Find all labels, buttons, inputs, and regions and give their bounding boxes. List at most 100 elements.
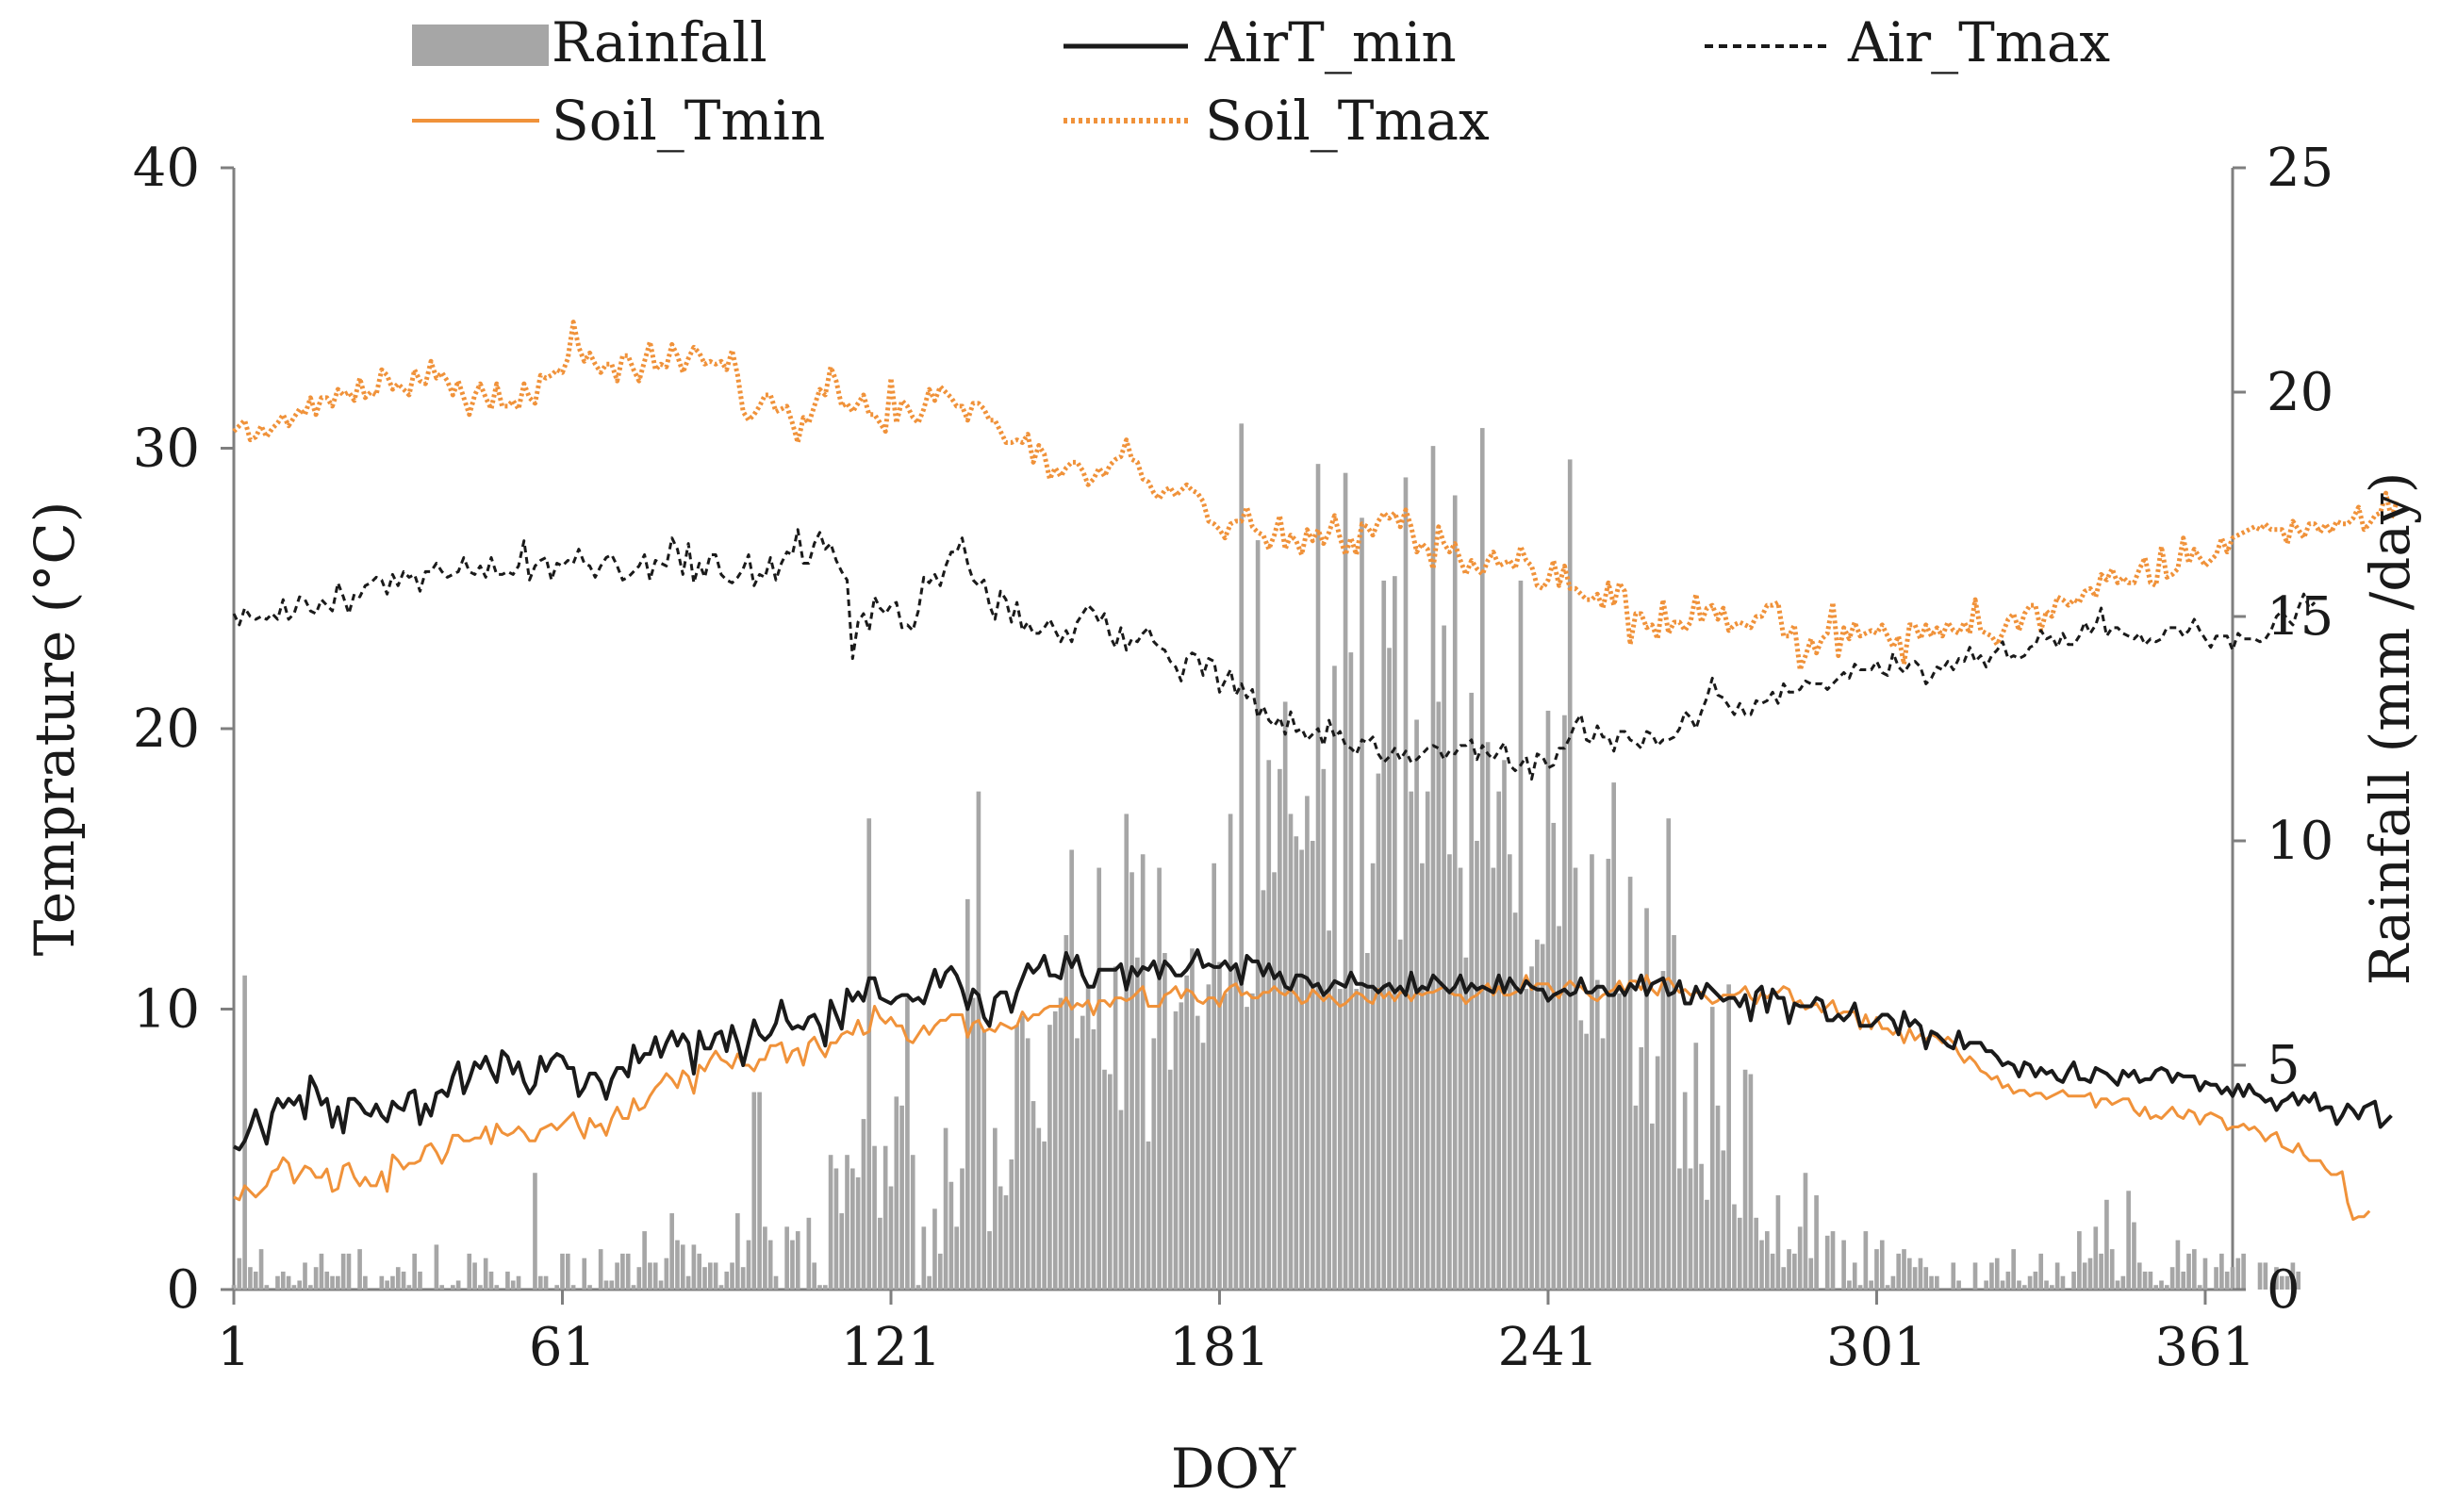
rainfall-bar: [1163, 953, 1167, 1290]
y-left-tick-label: 0: [166, 1259, 200, 1321]
rainfall-bar: [385, 1280, 389, 1290]
rainfall-bar: [363, 1275, 368, 1290]
rainfall-bar: [615, 1262, 619, 1290]
rainfall-bar: [2296, 1271, 2301, 1290]
rainfall-bar: [1288, 814, 1294, 1290]
x-tick-label: 121: [841, 1317, 942, 1378]
rainfall-bar: [636, 1267, 642, 1290]
rainfall-bar: [620, 1253, 625, 1290]
rainfall-bar: [1551, 822, 1557, 1290]
rainfall-bar: [2148, 1271, 2153, 1290]
rainfall-bar: [1310, 841, 1315, 1290]
rainfall-bar: [2197, 1285, 2202, 1290]
rainfall-bar: [1014, 1025, 1019, 1290]
rainfall-bar: [1376, 773, 1381, 1290]
rainfall-bar: [1020, 1015, 1025, 1290]
rainfall-bar: [1337, 989, 1343, 1290]
rainfall-bar: [516, 1275, 521, 1290]
rainfall-bar: [1113, 966, 1118, 1290]
rainfall-bars: [231, 423, 2301, 1290]
rainfall-bar: [1869, 1280, 1873, 1290]
rainfall-bar: [1360, 518, 1364, 1290]
rainfall-bar: [543, 1275, 549, 1290]
rainfall-bar: [1025, 1038, 1031, 1290]
rainfall-bar: [927, 1275, 932, 1290]
rainfall-bar: [291, 1285, 297, 1290]
rainfall-bar: [1688, 1168, 1693, 1290]
rainfall-bar: [751, 1092, 757, 1290]
x-tick-label: 1: [217, 1317, 251, 1378]
rainfall-bar: [2077, 1231, 2082, 1290]
rainfall-bar: [1200, 1043, 1206, 1290]
rainfall-bar: [1764, 1231, 1770, 1290]
rainfall-bar: [1693, 1043, 1699, 1290]
rainfall-bar: [537, 1275, 543, 1290]
rainfall-bar: [1036, 1127, 1042, 1290]
rainfall-bar: [773, 1275, 779, 1290]
x-tick-label: 61: [529, 1317, 596, 1378]
rainfall-bar: [1387, 648, 1392, 1290]
rainfall-bar: [483, 1257, 488, 1290]
rainfall-bar: [735, 1213, 740, 1290]
rainfall-bar: [1354, 989, 1360, 1290]
rainfall-bar: [1600, 1038, 1606, 1290]
rainfall-bar: [488, 1271, 494, 1290]
rainfall-bar: [1857, 1285, 1863, 1290]
rainfall-bar: [1890, 1275, 1896, 1290]
rainfall-bar: [702, 1267, 707, 1290]
rainfall-bar: [954, 1226, 960, 1290]
rainfall-bar: [1594, 979, 1600, 1290]
rainfall-bar: [1475, 841, 1479, 1290]
rainfall-bar: [987, 1231, 992, 1290]
rainfall-bar: [1255, 540, 1261, 1290]
rainfall-bar: [685, 1275, 691, 1290]
rainfall-bar: [828, 1155, 833, 1290]
rainfall-bar: [1540, 944, 1545, 1290]
rainfall-bar: [2126, 1191, 2131, 1290]
rainfall-bar: [1343, 472, 1348, 1290]
y-left-tick-label: 20: [133, 698, 200, 760]
rainfall-bar: [297, 1280, 303, 1290]
rainfall-bar: [451, 1285, 455, 1290]
rainfall-bar: [845, 1155, 849, 1290]
rainfall-bar: [718, 1285, 724, 1290]
rainfall-bar: [418, 1271, 422, 1290]
rainfall-bar: [1364, 953, 1370, 1290]
rainfall-bar: [2054, 1262, 2060, 1290]
rainfall-bar: [1896, 1253, 1902, 1290]
rainfall-bar: [1212, 863, 1216, 1290]
rainfall-bar: [1080, 1015, 1085, 1290]
rainfall-bar: [812, 1262, 816, 1290]
rainfall-bar: [313, 1267, 319, 1290]
rainfall-bar: [330, 1275, 335, 1290]
rainfall-bar: [1518, 580, 1524, 1290]
rainfall-bar: [2235, 1257, 2241, 1290]
rainfall-bar: [1590, 854, 1594, 1290]
rainfall-bar: [669, 1213, 674, 1290]
rainfall-bar: [1803, 1173, 1808, 1290]
rainfall-bar: [467, 1253, 472, 1290]
rainfall-bar: [1469, 692, 1474, 1290]
rainfall-bar: [817, 1285, 822, 1290]
rainfall-bar: [2017, 1280, 2021, 1290]
rainfall-bar: [1118, 1109, 1124, 1290]
rainfall-bar: [740, 1267, 746, 1290]
rainfall-bar: [1742, 1069, 1748, 1290]
rainfall-bar: [921, 1226, 927, 1290]
rainfall-bar: [1157, 867, 1162, 1290]
rainfall-bar: [1430, 446, 1436, 1290]
rainfall-bar: [1606, 859, 1611, 1290]
rainfall-bar: [1003, 1195, 1009, 1290]
rainfall-bar: [1458, 867, 1463, 1290]
rainfall-bar: [1233, 966, 1239, 1290]
rainfall-bar: [2230, 1267, 2235, 1290]
rainfall-bar: [2099, 1253, 2103, 1290]
y-right-tick-label: 0: [2267, 1259, 2300, 1321]
rainfall-bar: [1814, 1195, 1819, 1290]
rainfall-bar: [1261, 890, 1266, 1290]
rainfall-bar: [1130, 872, 1134, 1290]
rainfall-bar: [1381, 580, 1387, 1290]
rainfall-bar: [2142, 1271, 2148, 1290]
